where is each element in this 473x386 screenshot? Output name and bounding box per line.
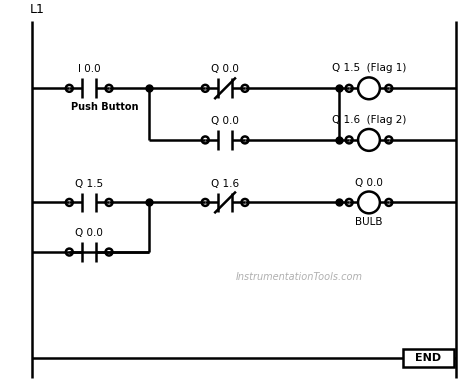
- Text: Q 0.0: Q 0.0: [211, 116, 239, 126]
- Text: Q 0.0: Q 0.0: [211, 64, 239, 74]
- Text: Q 1.6  (Flag 2): Q 1.6 (Flag 2): [332, 115, 406, 125]
- Text: Push Button: Push Button: [71, 102, 139, 112]
- Text: I 0.0: I 0.0: [78, 64, 100, 74]
- Text: Q 1.5  (Flag 1): Q 1.5 (Flag 1): [332, 63, 406, 73]
- Text: L1: L1: [30, 3, 44, 16]
- Text: Q 1.5: Q 1.5: [75, 179, 103, 188]
- Text: END: END: [415, 353, 442, 363]
- Bar: [403, 349, 454, 367]
- Text: Q 0.0: Q 0.0: [355, 178, 383, 188]
- Text: Q 0.0: Q 0.0: [75, 228, 103, 238]
- Text: Q 1.6: Q 1.6: [211, 179, 239, 188]
- Text: InstrumentationTools.com: InstrumentationTools.com: [236, 272, 363, 282]
- Text: BULB: BULB: [355, 217, 383, 227]
